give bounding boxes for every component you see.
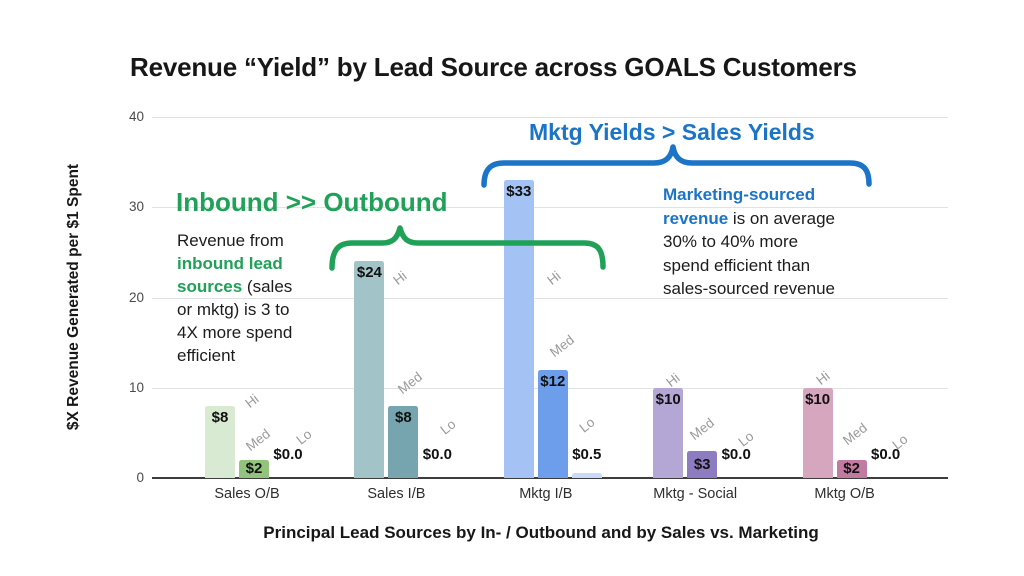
y-tick-label: 40 (128, 109, 144, 124)
mktg-note: Marketing-sourced revenue is on average 30… (663, 183, 835, 301)
bar-med-mktg-social (687, 450, 718, 478)
bar-value-label: $2 (245, 460, 263, 478)
bar-value-label: $0.0 (721, 446, 751, 463)
note-text: 30% to 40% more (663, 232, 799, 251)
bar-med-sales-i-b (388, 405, 419, 478)
bar-med-mktg-i-b (537, 369, 568, 478)
x-category-label-sales-i-b: Sales I/B (367, 486, 426, 502)
note-line: 4X more spend (177, 321, 292, 344)
y-tick-label: 10 (128, 379, 144, 395)
chart-title: Revenue “Yield” by Lead Source across GO… (130, 52, 857, 82)
bar-hi-mktg-i-b (503, 180, 534, 478)
series-tag-med-mktg-i-b: Med (547, 332, 577, 360)
note-text: sales-sourced revenue (663, 279, 835, 298)
series-tag-med-sales-o-b: Med (243, 426, 273, 454)
series-tag-lo-sales-i-b: Lo (437, 416, 459, 438)
gridline-20 (152, 297, 948, 299)
bar-value-label: $12 (540, 372, 566, 390)
bar-value-label: $8 (211, 408, 229, 426)
note-line: revenue is on average (663, 207, 835, 231)
gridline-40 (152, 117, 948, 118)
note-text: is on average (728, 208, 835, 228)
note-text: 4X more spend (177, 323, 293, 342)
note-text: sources (177, 277, 243, 296)
note-line: Marketing-sourced (663, 183, 835, 207)
bar-value-label: $10 (805, 390, 831, 408)
x-category-label-sales-o-b: Sales O/B (214, 486, 280, 502)
note-line: sources (sales (177, 275, 292, 298)
inbound-note: Revenue from inbound lead sources (sales or… (177, 229, 292, 367)
gridline-0 (152, 477, 948, 479)
note-line: 30% to 40% more (663, 230, 835, 254)
y-axis-title: $X Revenue Generated per $1 Spent (65, 163, 82, 431)
bar-med-sales-o-b (239, 459, 269, 478)
bar-value-label: $0.5 (572, 446, 602, 463)
bar-value-label: $0.0 (273, 446, 303, 463)
series-tag-med-sales-i-b: Med (395, 369, 425, 397)
series-tag-med-mktg-o-b: Med (840, 420, 870, 448)
series-tag-lo-sales-o-b: Lo (293, 426, 315, 448)
bar-value-label: $0.0 (422, 446, 452, 463)
series-tag-med-mktg-social: Med (687, 415, 717, 443)
gridline-30 (152, 207, 948, 209)
x-category-label-mktg-i-b: Mktg I/B (519, 486, 573, 502)
bar-hi-sales-o-b (205, 405, 235, 478)
bar-value-label: $0.0 (870, 446, 901, 463)
note-line: inbound lead (177, 252, 292, 275)
bar-value-label: $10 (655, 390, 681, 408)
note-line: efficient (177, 344, 292, 367)
note-text: revenue (663, 208, 729, 228)
mktg-brace (481, 144, 872, 188)
note-line: or mktg) is 3 to (177, 298, 292, 321)
x-category-label-mktg-social: Mktg - Social (653, 486, 738, 502)
bar-hi-mktg-o-b (802, 387, 833, 478)
note-text: efficient (177, 346, 236, 365)
y-tick-label: 20 (128, 289, 144, 305)
note-line: sales-sourced revenue (663, 277, 835, 301)
bar-value-label: $3 (693, 455, 711, 473)
note-text: spend efficient than (663, 255, 811, 275)
note-text: Revenue from (177, 231, 284, 250)
note-line: Revenue from (177, 229, 292, 252)
note-text: or mktg) is 3 to (177, 300, 290, 319)
bar-med-mktg-o-b (836, 459, 867, 478)
mktg-headline: Mktg Yields > Sales Yields (529, 119, 815, 145)
bar-lo-mktg-i-b (571, 473, 602, 478)
series-tag-hi-mktg-o-b: Hi (813, 368, 833, 388)
series-tag-hi-mktg-i-b: Hi (544, 268, 564, 288)
x-category-label-mktg-o-b: Mktg O/B (814, 486, 875, 502)
bar-hi-sales-i-b (354, 261, 385, 478)
x-axis-title: Principal Lead Sources by In- / Outbound… (263, 523, 819, 542)
note-text: inbound lead (177, 254, 283, 273)
y-tick-label: 0 (136, 470, 144, 485)
note-line: spend efficient than (663, 254, 835, 278)
inbound-headline: Inbound >> Outbound (176, 187, 448, 217)
series-tag-hi-sales-i-b: Hi (390, 268, 410, 288)
bar-value-label: $8 (395, 408, 412, 426)
note-text: Marketing-sourced (663, 185, 816, 204)
bar-value-label: $24 (356, 264, 382, 282)
series-tag-lo-mktg-i-b: Lo (576, 414, 598, 436)
bar-value-label: $2 (843, 460, 860, 478)
series-tag-hi-sales-o-b: Hi (242, 391, 262, 411)
bar-hi-mktg-social (653, 387, 684, 478)
bar-value-label: $33 (506, 183, 532, 201)
note-text: (sales (242, 277, 293, 296)
y-tick-label: 30 (128, 199, 144, 215)
